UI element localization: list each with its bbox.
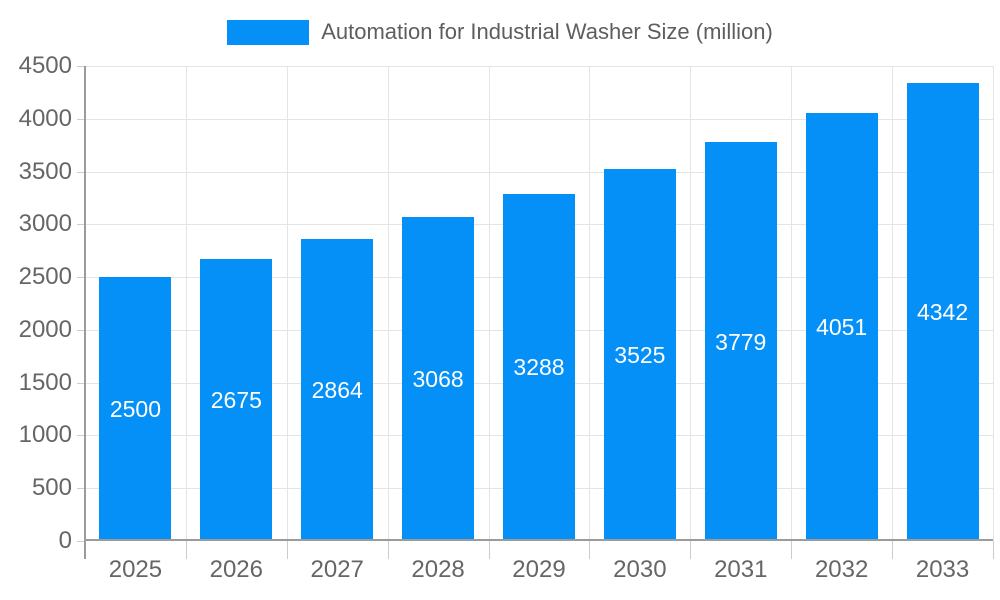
x-axis-tick-label: 2031	[714, 556, 768, 583]
x-axis-tick	[993, 541, 994, 559]
gridline-vertical	[993, 66, 994, 541]
y-axis-tick-label: 3500	[18, 157, 72, 185]
y-axis-tick-label: 1000	[18, 421, 72, 449]
bar-value-label: 4342	[916, 298, 969, 325]
y-axis-tick	[77, 488, 85, 490]
gridline-horizontal	[85, 118, 993, 120]
gridline-vertical	[286, 66, 288, 541]
legend-swatch	[227, 19, 310, 45]
gridline-horizontal	[85, 171, 993, 173]
x-axis-tick	[690, 541, 692, 559]
legend: Automation for Industrial Washer Size (m…	[0, 16, 1000, 48]
bar-value-label: 4051	[816, 314, 868, 341]
x-axis-tick	[892, 541, 894, 559]
gridline-vertical	[589, 66, 591, 541]
bar	[704, 142, 777, 541]
x-axis-tick	[185, 541, 187, 559]
x-axis-tick-label: 2030	[613, 556, 667, 583]
y-axis-tick-label: 4000	[18, 104, 72, 132]
x-axis-tick-label: 2026	[209, 556, 263, 583]
bar	[200, 258, 273, 541]
y-axis-tick-label: 0	[58, 527, 72, 554]
bar-value-label: 3525	[614, 341, 666, 368]
bar-value-label: 2675	[210, 386, 262, 413]
x-axis-tick	[387, 541, 389, 559]
bar-value-label: 3068	[412, 366, 464, 393]
bar	[402, 217, 475, 541]
gridline-vertical	[791, 66, 793, 541]
bar-value-label: 3288	[513, 354, 565, 381]
x-axis-tick-label: 2028	[411, 556, 465, 583]
gridline-vertical	[690, 66, 692, 541]
gridline-vertical	[488, 66, 490, 541]
y-axis-tick	[77, 329, 85, 331]
x-axis-tick-label: 2029	[512, 556, 566, 583]
x-axis-tick	[488, 541, 490, 559]
bar	[805, 113, 878, 541]
x-axis-tick-label: 2027	[310, 556, 364, 583]
x-axis-tick	[589, 541, 591, 559]
y-axis-tick-label: 2500	[18, 263, 72, 291]
y-axis-tick	[77, 66, 85, 67]
y-axis-tick	[77, 435, 85, 437]
bar-value-label: 2500	[109, 396, 162, 423]
x-axis-tick-label: 2032	[814, 556, 869, 583]
y-axis-tick	[77, 171, 85, 173]
bar	[603, 168, 676, 541]
gridline-vertical	[185, 66, 187, 541]
bar	[503, 193, 575, 541]
bar-value-label: 3779	[715, 328, 767, 355]
y-axis-tick	[77, 382, 85, 384]
y-axis-tick	[77, 224, 85, 226]
y-axis-tick-label: 500	[31, 474, 72, 502]
y-axis-line	[84, 66, 86, 559]
gridline-vertical	[387, 66, 389, 541]
y-axis-tick	[77, 277, 85, 279]
gridline-vertical	[892, 66, 894, 541]
y-axis-tick-label: 4500	[18, 52, 72, 79]
gridline-horizontal	[85, 66, 993, 67]
y-axis-tick	[77, 541, 85, 542]
bar	[906, 82, 979, 541]
x-axis-tick	[286, 541, 288, 559]
y-axis-tick-label: 2000	[18, 315, 72, 343]
x-axis-tick-label: 2025	[108, 556, 163, 583]
x-axis-tick-label: 2033	[915, 556, 970, 583]
y-axis-tick-label: 1500	[18, 368, 72, 396]
y-axis-tick	[77, 118, 85, 120]
bar	[301, 238, 374, 541]
legend-label: Automation for Industrial Washer Size (m…	[321, 19, 773, 44]
bar-value-label: 2864	[311, 376, 363, 403]
x-axis-tick	[791, 541, 793, 559]
bar	[99, 277, 172, 541]
x-axis-line	[85, 539, 993, 541]
y-axis-tick-label: 3000	[18, 210, 72, 238]
